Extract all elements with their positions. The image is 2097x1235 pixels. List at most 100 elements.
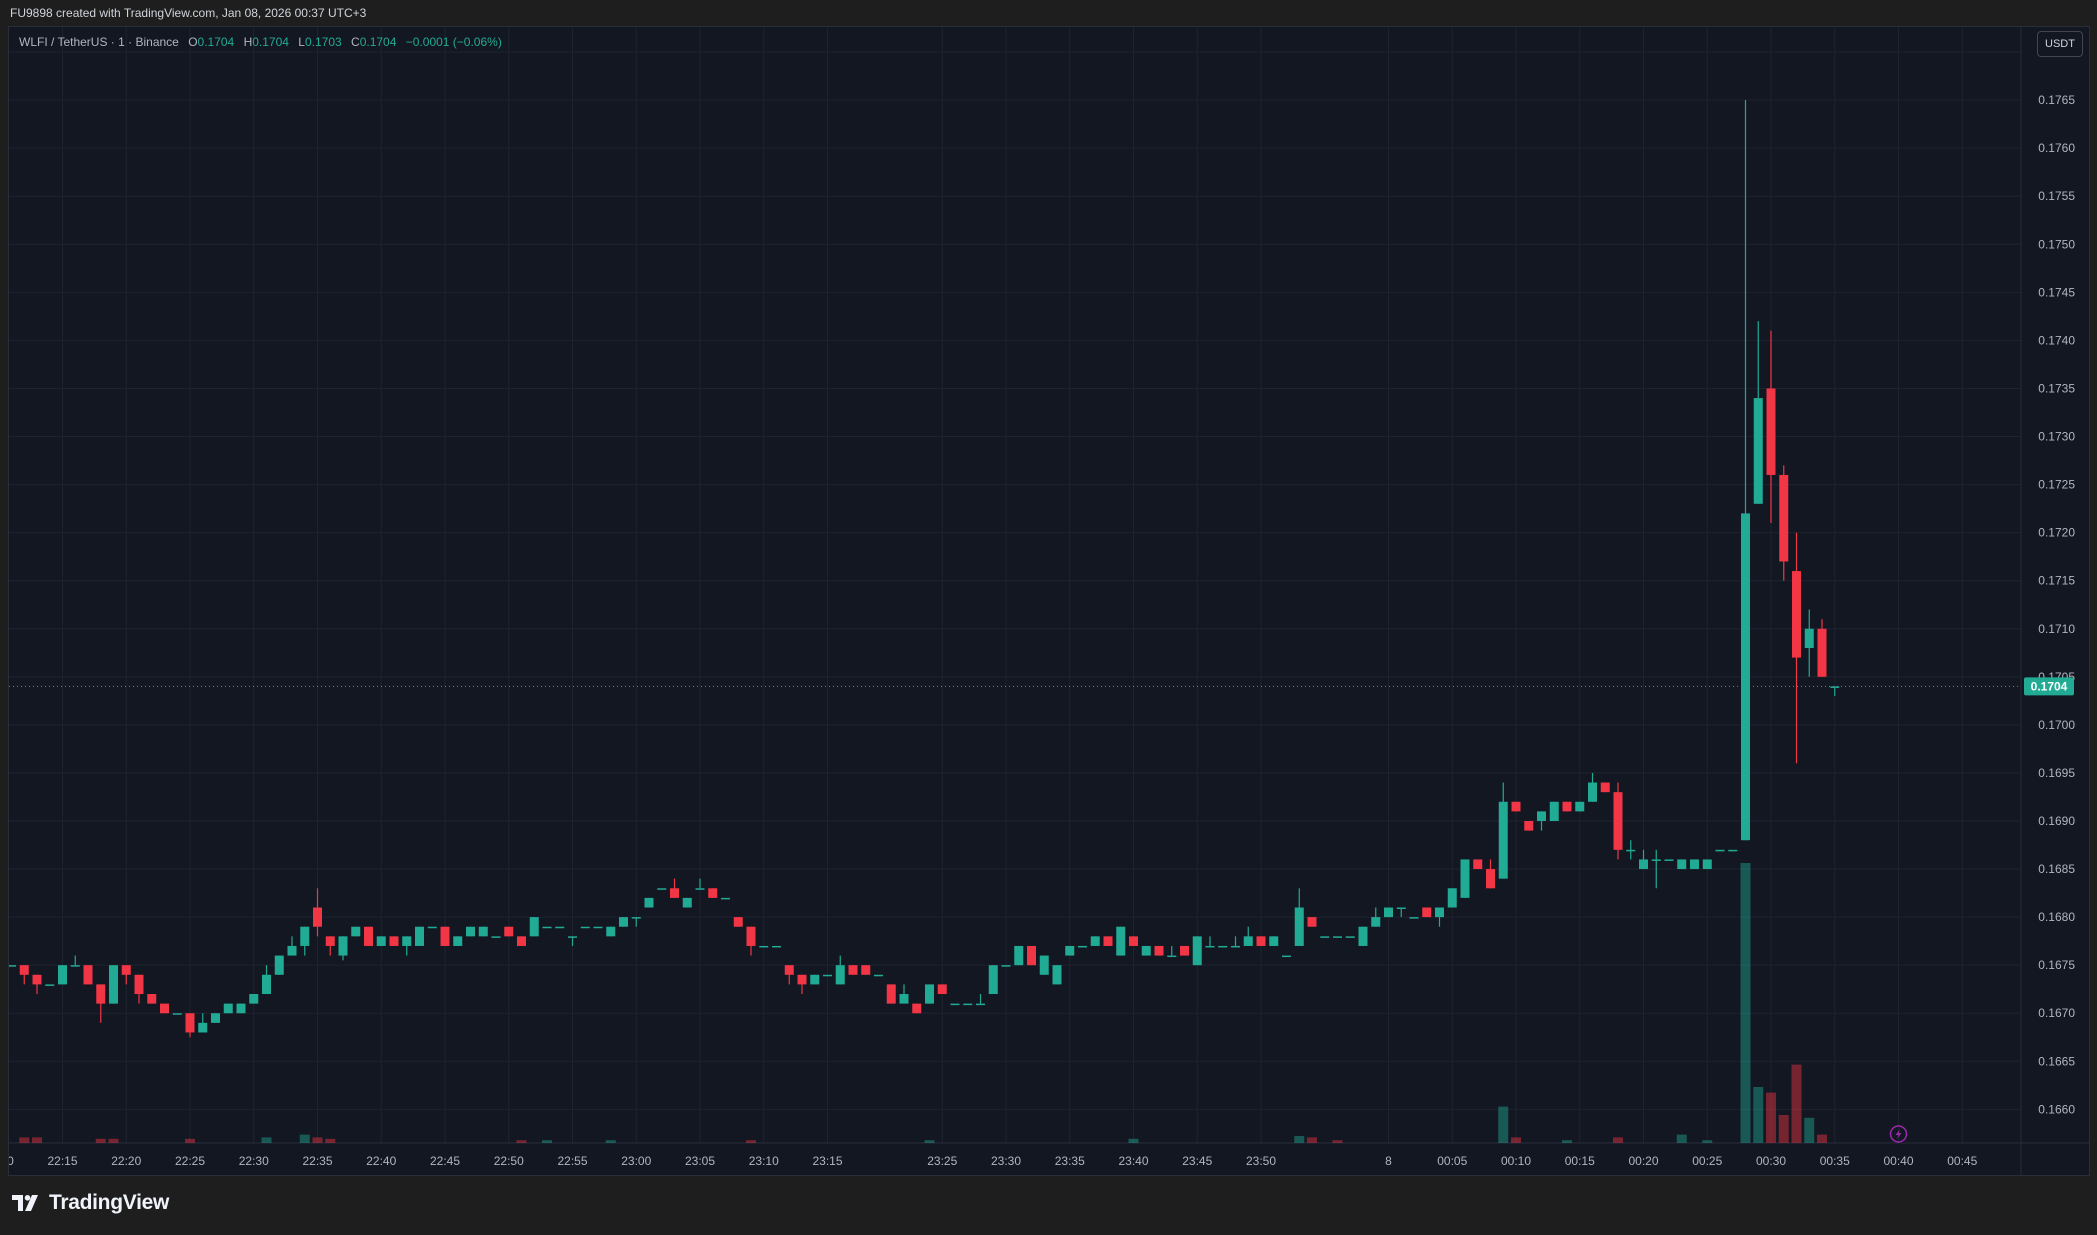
volume-bar bbox=[1613, 1137, 1623, 1143]
candle-body bbox=[1664, 859, 1674, 861]
candle-body bbox=[1320, 936, 1330, 938]
legend-symbol[interactable]: WLFI / TetherUS · 1 · Binance bbox=[19, 35, 179, 49]
time-axis-tick: 23:25 bbox=[927, 1154, 957, 1168]
volume-bar bbox=[1791, 1064, 1802, 1143]
volume-bar bbox=[1498, 1106, 1509, 1143]
candle-body bbox=[708, 888, 718, 898]
candle-body bbox=[1039, 955, 1049, 975]
candle-body bbox=[1243, 936, 1253, 946]
candle-body bbox=[988, 965, 998, 995]
candle-body bbox=[823, 974, 832, 977]
legend-high-value: 0.1704 bbox=[252, 35, 289, 49]
candle-body bbox=[568, 936, 577, 938]
candle-body bbox=[1180, 945, 1189, 956]
header-bar: FU9898 created with TradingView.com, Jan… bbox=[0, 0, 2097, 26]
candle-body bbox=[274, 955, 284, 975]
volume-bar bbox=[261, 1137, 272, 1143]
candle-body bbox=[1830, 686, 1840, 688]
tradingview-logo-icon bbox=[12, 1195, 38, 1211]
volume-bar bbox=[1740, 863, 1751, 1143]
candle-body bbox=[121, 965, 131, 975]
candle-body bbox=[1690, 859, 1699, 870]
legend-change: −0.0001 (−0.06%) bbox=[405, 35, 502, 49]
candle-body bbox=[185, 1013, 195, 1033]
candle-body bbox=[912, 1003, 922, 1014]
candle-body bbox=[236, 1003, 246, 1014]
price-axis-tick: 0.1740 bbox=[2038, 333, 2075, 347]
candle-body bbox=[1435, 907, 1444, 918]
candle-body bbox=[784, 965, 794, 975]
price-axis-tick: 0.1685 bbox=[2038, 862, 2075, 876]
chart-canvas[interactable]: 0.1660 0.1665 0.1670 0.1675 0.1680 0.1685 0.16… bbox=[9, 27, 2089, 1175]
candle-body bbox=[517, 936, 526, 946]
price-axis-tick: 0.1755 bbox=[2038, 189, 2075, 203]
candle-body bbox=[555, 926, 565, 929]
volume-bar bbox=[32, 1137, 42, 1143]
candle-body bbox=[1090, 936, 1100, 946]
candle-body bbox=[937, 984, 947, 995]
volume-bar bbox=[312, 1137, 323, 1143]
candle-body bbox=[223, 1003, 233, 1014]
time-axis-tick: 00:15 bbox=[1565, 1154, 1595, 1168]
time-axis-tick: 22:50 bbox=[494, 1154, 524, 1168]
candle-body bbox=[453, 936, 463, 946]
candle-body bbox=[861, 965, 871, 975]
lightning-icon[interactable] bbox=[1889, 1125, 1908, 1143]
candle-body bbox=[440, 926, 450, 946]
price-axis-tick: 0.1660 bbox=[2038, 1102, 2075, 1116]
candle-body bbox=[478, 926, 488, 937]
candle-body bbox=[466, 926, 475, 937]
tradingview-logo[interactable]: TradingView bbox=[12, 1191, 169, 1215]
legend-close-label: C bbox=[351, 35, 360, 49]
volume-bar bbox=[95, 1138, 106, 1143]
candle-body bbox=[1447, 888, 1457, 908]
chart-frame[interactable]: 0.1660 0.1665 0.1670 0.1675 0.1680 0.1685 0.16… bbox=[8, 26, 2090, 1176]
candle-body bbox=[1345, 936, 1355, 938]
candle-body bbox=[1817, 628, 1827, 677]
candle-body bbox=[772, 945, 781, 948]
candle-body bbox=[976, 1003, 985, 1006]
volume-bar bbox=[1766, 1092, 1776, 1143]
time-axis-tick: 00:40 bbox=[1883, 1154, 1913, 1168]
candle-body bbox=[1613, 792, 1623, 850]
price-axis-tick: 0.1665 bbox=[2038, 1054, 2075, 1068]
candle-body bbox=[899, 994, 909, 1004]
currency-button[interactable]: USDT bbox=[2037, 31, 2083, 57]
candle-body bbox=[1116, 926, 1126, 956]
candle-body bbox=[1129, 936, 1138, 946]
candle-body bbox=[695, 888, 705, 890]
candle-body bbox=[376, 936, 386, 946]
candle-body bbox=[682, 897, 692, 908]
time-axis-tick: 23:50 bbox=[1246, 1154, 1276, 1168]
candle-body bbox=[313, 907, 322, 927]
candle-body bbox=[1167, 955, 1177, 958]
candle-body bbox=[1065, 945, 1075, 956]
price-axis-tick: 0.1745 bbox=[2038, 285, 2075, 299]
candle-body bbox=[1371, 917, 1381, 927]
time-axis-tick: 22:35 bbox=[302, 1154, 332, 1168]
price-axis-tick: 0.1710 bbox=[2038, 622, 2075, 636]
candle-body bbox=[670, 888, 679, 898]
candle-body bbox=[963, 1003, 973, 1006]
candle-body bbox=[491, 936, 501, 938]
candle-body bbox=[746, 926, 756, 946]
time-axis-tick: 23:05 bbox=[685, 1154, 715, 1168]
candle-body bbox=[1792, 571, 1801, 658]
candle-body bbox=[606, 926, 616, 937]
volume-bar bbox=[1307, 1137, 1317, 1143]
candle-body bbox=[1001, 965, 1011, 967]
time-axis-tick: 22:20 bbox=[111, 1154, 141, 1168]
candle-body bbox=[9, 965, 16, 967]
time-axis-tick: 23:45 bbox=[1182, 1154, 1212, 1168]
candle-body bbox=[402, 936, 412, 946]
volume-bar bbox=[185, 1138, 195, 1143]
time-axis-tick: 23:15 bbox=[812, 1154, 842, 1168]
price-axis-tick: 0.1725 bbox=[2038, 478, 2075, 492]
volume-bar bbox=[1804, 1117, 1815, 1143]
candle-body bbox=[1702, 859, 1712, 870]
price-axis-tick: 0.1735 bbox=[2038, 381, 2075, 395]
time-axis-tick: 23:35 bbox=[1055, 1154, 1085, 1168]
candle-body bbox=[1498, 801, 1508, 879]
volume-bar bbox=[1817, 1134, 1827, 1143]
candle-body bbox=[1753, 398, 1763, 504]
